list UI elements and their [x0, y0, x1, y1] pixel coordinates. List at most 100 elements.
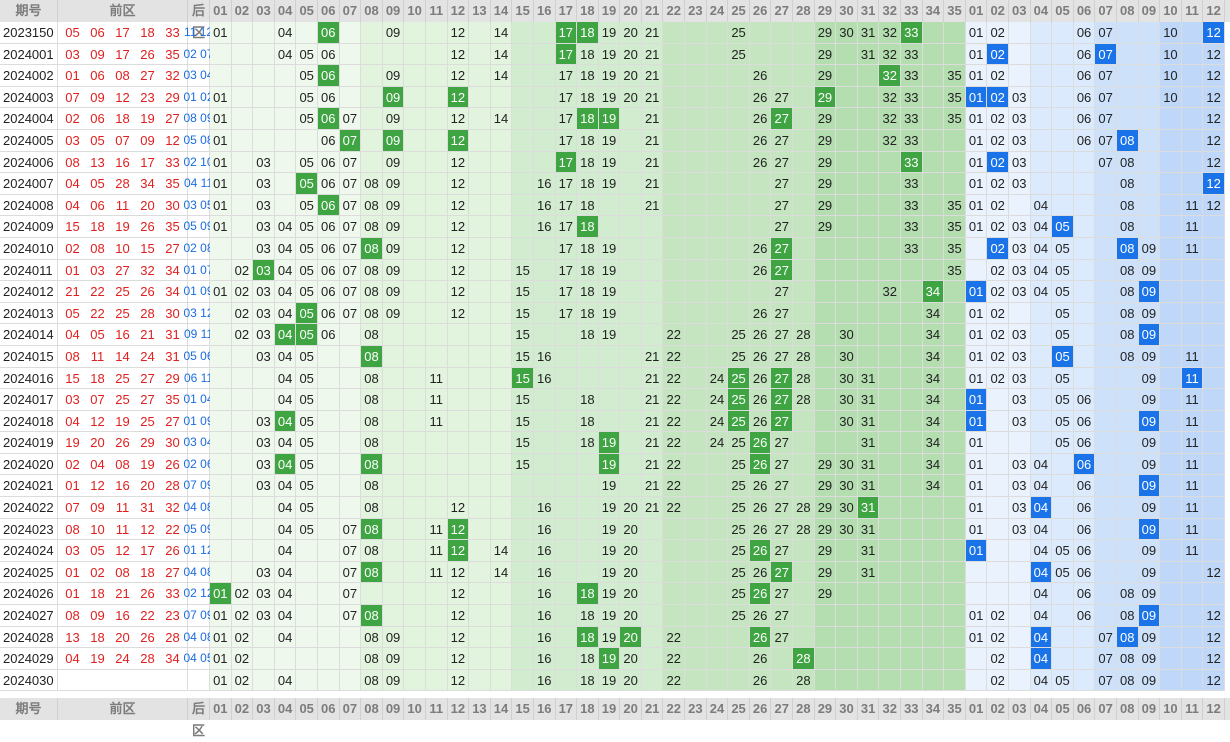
front-trend-cell	[469, 561, 491, 584]
front-trend-cell: 18	[577, 173, 599, 195]
front-trend-cell	[231, 151, 254, 174]
front-draw-number: 31	[165, 348, 180, 364]
front-trend-cell	[771, 648, 794, 670]
front-trend-cell	[706, 605, 729, 627]
bottom-front-col-16: 16	[534, 698, 556, 720]
front-trend-cell: 06	[317, 43, 340, 66]
front-trend-cell: 29	[814, 65, 837, 87]
front-trend-cell: 07	[339, 561, 362, 584]
table-row: 2024014 04 05 16 21 31 09 11 02 03 04 05 06 08 15 18 19…	[0, 324, 1230, 346]
front-draw-number: 07	[90, 392, 105, 408]
front-draw-number: 19	[65, 435, 80, 451]
front-trend-cell: 33	[901, 43, 923, 66]
front-trend-cell	[469, 432, 491, 454]
top-front-col-05: 05	[296, 0, 318, 22]
front-trend-cell: 25	[728, 475, 750, 498]
front-draw-number: 30	[165, 197, 180, 213]
front-hit-cell: 08	[361, 453, 383, 476]
front-trend-cell	[728, 237, 750, 260]
table-row: 2024025 01 02 08 18 27 04 08 03 04 07 08 11 12 14 16 19…	[0, 561, 1230, 584]
front-trend-cell	[706, 173, 729, 195]
top-back-col-03: 03	[1009, 0, 1031, 22]
front-trend-cell	[469, 648, 491, 670]
front-trend-cell	[425, 86, 448, 109]
front-trend-cell: 14	[490, 540, 513, 562]
front-trend-cell: 22	[663, 410, 686, 433]
front-trend-cell	[879, 194, 901, 217]
front-trend-cell: 03	[253, 410, 275, 433]
front-draw-number: 32	[165, 500, 180, 516]
back-trend-cell	[1008, 605, 1031, 627]
front-trend-cell	[210, 453, 232, 476]
front-hit-cell: 26	[749, 432, 772, 454]
front-trend-cell: 32	[879, 86, 901, 109]
front-trend-cell	[620, 237, 642, 260]
front-trend-cell	[922, 648, 945, 670]
front-trend-cell: 01	[210, 281, 232, 303]
top-front-col-29: 29	[815, 0, 837, 22]
front-draw-number: 12	[115, 543, 130, 559]
front-hit-cell: 25	[728, 389, 750, 411]
back-trend-cell: 08	[1116, 151, 1139, 174]
front-trend-cell: 07	[339, 194, 362, 217]
front-trend-cell	[577, 497, 599, 519]
back-trend-cell	[1181, 561, 1204, 584]
top-back-col-09: 09	[1139, 0, 1161, 22]
front-trend-cell	[728, 86, 750, 109]
front-trend-cell: 27	[771, 281, 794, 303]
front-trend-cell	[317, 669, 340, 692]
front-trend-cell	[425, 345, 448, 368]
front-trend-cell	[879, 173, 901, 195]
front-trend-cell: 01	[210, 173, 232, 195]
front-trend-cell	[771, 43, 794, 66]
front-draw-number: 04	[65, 651, 80, 667]
back-draw-cell: 04 08	[183, 497, 214, 519]
back-trend-cell	[1160, 324, 1182, 346]
front-trend-cell	[404, 648, 426, 670]
front-trend-cell	[836, 194, 858, 217]
front-trend-cell: 06	[317, 173, 340, 195]
front-draw-cell: 07 09 12 23 29	[58, 86, 188, 109]
front-trend-cell	[512, 108, 534, 130]
front-trend-cell: 03	[253, 605, 275, 627]
front-draw-number: 02	[65, 111, 80, 127]
front-trend-cell: 06	[317, 237, 340, 260]
front-trend-cell: 01	[210, 129, 232, 152]
front-trend-cell: 11	[425, 367, 448, 390]
front-trend-cell	[641, 518, 664, 541]
front-trend-cell	[490, 86, 513, 109]
front-trend-cell	[793, 216, 815, 238]
front-draw-number: 25	[115, 284, 130, 300]
back-trend-cell	[1160, 259, 1182, 282]
back-trend-cell: 06	[1073, 432, 1096, 454]
back-trend-cell: 01	[965, 518, 988, 541]
front-draw-number: 18	[90, 370, 105, 386]
back-trend-cell	[1138, 108, 1161, 130]
back-trend-cell	[1181, 281, 1204, 303]
front-trend-cell: 33	[901, 86, 923, 109]
period-cell: 2024011	[0, 259, 58, 282]
front-trend-cell	[231, 216, 254, 238]
front-trend-cell	[598, 367, 621, 390]
back-trend-cell	[1073, 324, 1096, 346]
front-trend-cell	[728, 129, 750, 152]
front-trend-cell: 22	[663, 626, 686, 649]
front-trend-cell	[404, 389, 426, 411]
front-trend-cell	[793, 173, 815, 195]
front-trend-cell	[512, 561, 534, 584]
front-trend-cell: 07	[339, 108, 362, 130]
back-trend-cell	[1160, 583, 1182, 606]
front-trend-cell	[793, 410, 815, 433]
front-hit-cell: 04	[274, 324, 297, 346]
bottom-front-col-32: 32	[879, 698, 901, 720]
back-trend-cell	[1030, 151, 1053, 174]
front-trend-cell: 17	[555, 237, 578, 260]
back-trend-cell	[1203, 389, 1225, 411]
front-draw-number: 29	[165, 89, 180, 105]
front-trend-cell	[793, 540, 815, 562]
front-trend-cell: 09	[382, 173, 405, 195]
front-hit-cell: 09	[382, 129, 405, 152]
front-draw-number: 18	[90, 586, 105, 602]
back-trend-cell	[1116, 432, 1139, 454]
back-trend-cell: 06	[1073, 108, 1096, 130]
